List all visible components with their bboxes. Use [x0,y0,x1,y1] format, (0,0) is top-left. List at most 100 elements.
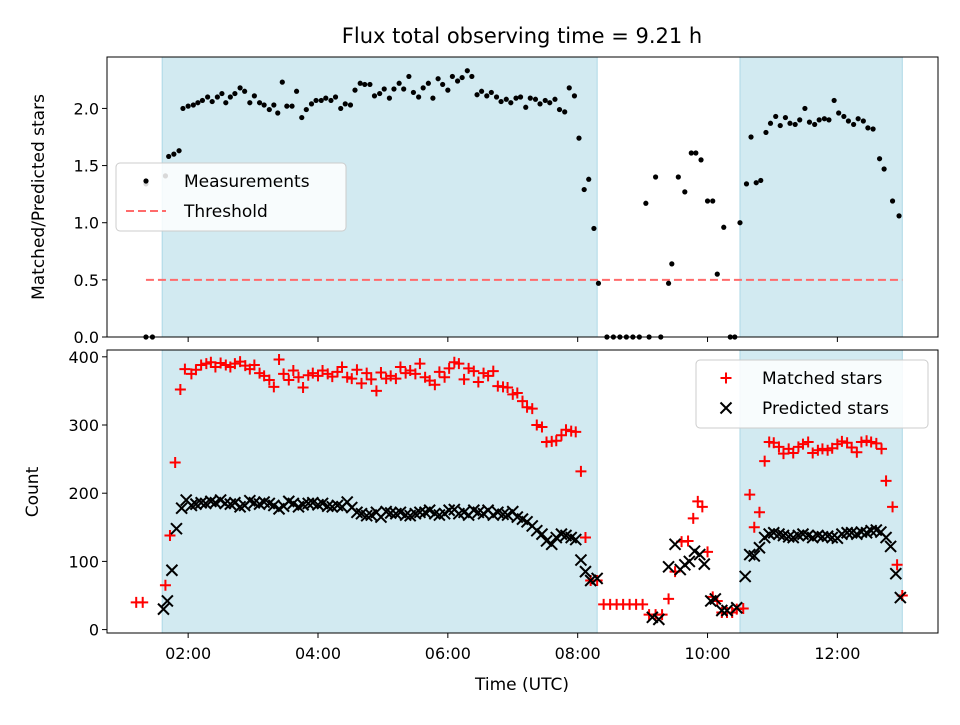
data-point [176,148,182,154]
data-point [748,521,760,533]
data-point [390,373,402,385]
legend-label: Matched stars [762,369,882,389]
data-point [763,129,769,136]
data-point [242,88,248,94]
data-point [840,526,854,539]
data-point [433,366,445,378]
data-point [782,530,795,544]
series-measurements [143,68,902,340]
data-point [821,116,827,122]
data-point [338,105,344,112]
data-point [682,189,688,195]
data-point [683,555,696,568]
legend-label: Measurements [184,172,310,192]
data-point [328,97,334,104]
data-point [229,358,241,370]
data-point [409,507,422,520]
data-point [379,505,393,518]
legend-label: Threshold [183,202,268,222]
data-point [347,102,354,108]
data-point [665,280,672,286]
data-point [710,198,716,204]
data-point [464,68,470,74]
data-point [416,94,422,100]
data-point [536,421,548,433]
data-point [884,540,897,553]
data-point [159,579,171,591]
data-point [331,499,344,512]
data-point [865,125,871,131]
data-point [394,361,406,373]
data-point [547,100,553,106]
data-point [233,500,247,514]
data-point [693,150,699,156]
data-point [816,117,822,123]
data-point [218,497,232,510]
data-point [523,104,529,110]
data-point [453,358,465,370]
data-point [669,261,675,267]
data-point [542,97,548,104]
data-point [571,93,578,99]
data-point [367,81,373,88]
data-point [855,436,867,448]
data-point [698,557,711,571]
data-point [357,80,363,86]
data-point [237,85,243,91]
data-point [637,598,649,610]
data-point [845,118,852,124]
data-point [575,465,587,477]
data-point [860,118,866,124]
y-tick-label: 200 [68,484,99,503]
data-point [361,367,373,379]
data-point [865,436,877,448]
data-point [439,371,451,383]
data-point [302,497,315,510]
data-point [753,180,759,186]
data-point [445,87,451,93]
data-point [569,533,582,546]
data-point [841,113,847,120]
data-point [443,362,455,374]
data-point [440,81,446,88]
data-point [812,121,818,128]
data-point [782,114,789,121]
data-point [894,591,907,604]
data-point [826,117,832,123]
data-point [321,499,334,513]
data-point [362,81,368,88]
data-point [429,379,441,391]
data-point [531,419,543,431]
data-point [459,74,465,81]
x-tick-label: 08:00 [555,644,601,663]
data-point [511,387,523,399]
data-point [881,166,887,172]
legend-frame [115,162,347,232]
data-point [753,541,766,554]
data-point [487,365,499,377]
data-point [355,377,367,389]
data-point [517,94,524,100]
data-point [204,495,218,508]
x-tick-label: 02:00 [165,644,211,663]
data-point [730,601,743,614]
data-point [493,94,500,100]
data-point [714,271,720,277]
data-point [313,97,319,104]
data-point [527,95,533,101]
data-point [219,90,225,97]
data-point [562,109,568,115]
data-point [693,548,706,561]
data-point [876,156,883,162]
data-point [535,527,549,541]
data-point [508,100,514,106]
y-tick-label: 0 [89,621,99,640]
data-point [643,200,649,206]
y-tick-label: 2.0 [74,99,99,118]
data-point [185,103,191,109]
data-point [170,522,183,535]
y-tick-label: 1.5 [74,157,99,176]
data-point [256,100,263,106]
data-point [232,90,238,97]
data-point [224,497,237,511]
